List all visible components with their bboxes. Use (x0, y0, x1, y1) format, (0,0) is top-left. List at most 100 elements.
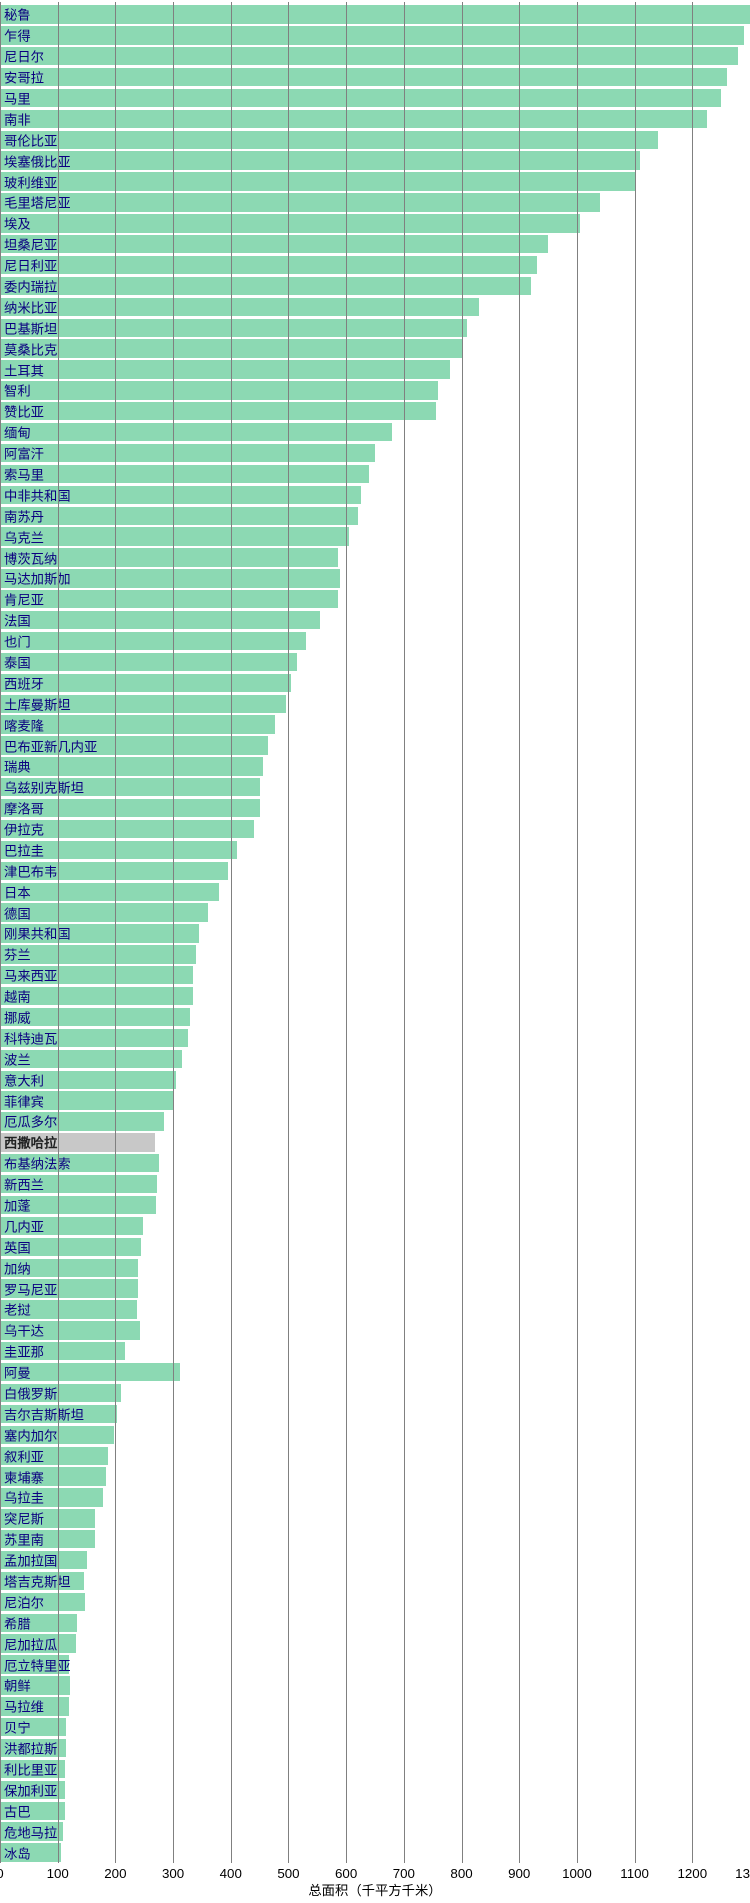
bar (0, 465, 369, 483)
bar-row: 加蓬 (0, 1196, 750, 1214)
bar (0, 1071, 176, 1089)
bar (0, 1614, 77, 1632)
bar (0, 1175, 157, 1193)
bar (0, 820, 254, 838)
bar (0, 924, 199, 942)
bar-row: 阿富汗 (0, 444, 750, 462)
bar (0, 590, 338, 608)
x-tick-label: 0 (0, 1866, 4, 1881)
x-tick-label: 100 (47, 1866, 69, 1881)
bar-row: 马来西亚 (0, 966, 750, 984)
bar (0, 444, 375, 462)
bar (0, 26, 744, 44)
bar (0, 423, 392, 441)
gridline (635, 2, 636, 1863)
x-tick-label: 800 (450, 1866, 472, 1881)
bar-row: 委内瑞拉 (0, 277, 750, 295)
bar-row: 法国 (0, 611, 750, 629)
bar-row: 孟加拉国 (0, 1551, 750, 1569)
bar (0, 381, 438, 399)
bar-row: 利比里亚 (0, 1760, 750, 1778)
bar (0, 151, 640, 169)
bar (0, 319, 467, 337)
bar-row: 尼加拉瓜 (0, 1634, 750, 1652)
bar-row: 喀麦隆 (0, 715, 750, 733)
bar-row: 缅甸 (0, 423, 750, 441)
x-tick-label: 1300 (735, 1866, 750, 1881)
bar-row: 吉尔吉斯斯坦 (0, 1405, 750, 1423)
bar-row: 古巴 (0, 1802, 750, 1820)
bar-row: 巴布亚新几内亚 (0, 736, 750, 754)
bar (0, 5, 750, 23)
bar-row: 秘鲁 (0, 5, 750, 23)
x-tick-label: 1000 (562, 1866, 592, 1881)
bar (0, 695, 286, 713)
bar (0, 172, 635, 190)
bar-row: 贝宁 (0, 1718, 750, 1736)
x-tick-label: 200 (104, 1866, 126, 1881)
plot-area: 秘鲁乍得尼日尔安哥拉马里南非哥伦比亚埃塞俄比亚玻利维亚毛里塔尼亚埃及坦桑尼亚尼日… (0, 0, 750, 1863)
bar (0, 1321, 140, 1339)
bar-row: 阿曼 (0, 1363, 750, 1381)
bar-row: 布基纳法索 (0, 1154, 750, 1172)
bar-row: 也门 (0, 632, 750, 650)
bar (0, 1029, 188, 1047)
bar-row: 索马里 (0, 465, 750, 483)
bar-row: 柬埔寨 (0, 1467, 750, 1485)
bar (0, 1363, 180, 1381)
bar-row: 赞比亚 (0, 402, 750, 420)
bar-row: 尼日利亚 (0, 256, 750, 274)
x-tick-label: 500 (277, 1866, 299, 1881)
gridline (288, 2, 289, 1863)
bar (0, 402, 436, 420)
bar-row: 菲律宾 (0, 1091, 750, 1109)
bar-row: 哥伦比亚 (0, 131, 750, 149)
bar-row: 博茨瓦纳 (0, 548, 750, 566)
x-tick-label: 300 (162, 1866, 184, 1881)
x-tick-label: 700 (393, 1866, 415, 1881)
bar-row: 南苏丹 (0, 507, 750, 525)
bar (0, 68, 727, 86)
bar-row: 西班牙 (0, 674, 750, 692)
bar-row: 巴基斯坦 (0, 319, 750, 337)
bar-row: 泰国 (0, 653, 750, 671)
bar-row: 苏里南 (0, 1530, 750, 1548)
bar-row: 乌干达 (0, 1321, 750, 1339)
gridline (346, 2, 347, 1863)
bar-row: 冰岛 (0, 1843, 750, 1861)
bar-row: 马拉维 (0, 1697, 750, 1715)
bar-row: 德国 (0, 903, 750, 921)
bar-row: 危地马拉 (0, 1822, 750, 1840)
bar-row: 毛里塔尼亚 (0, 193, 750, 211)
bar-row: 波兰 (0, 1050, 750, 1068)
bar-row: 坦桑尼亚 (0, 235, 750, 253)
bar-row: 英国 (0, 1238, 750, 1256)
bar (0, 1697, 69, 1715)
bar-row: 日本 (0, 883, 750, 901)
bar-row: 尼日尔 (0, 47, 750, 65)
bar (0, 527, 349, 545)
gridline (0, 2, 1, 1863)
x-tick-label: 1200 (677, 1866, 707, 1881)
bar-row: 意大利 (0, 1071, 750, 1089)
gridline (115, 2, 116, 1863)
bar (0, 1572, 84, 1590)
bar (0, 1634, 76, 1652)
bar-row: 挪威 (0, 1008, 750, 1026)
bar (0, 1802, 65, 1820)
bars-container: 秘鲁乍得尼日尔安哥拉马里南非哥伦比亚埃塞俄比亚玻利维亚毛里塔尼亚埃及坦桑尼亚尼日… (0, 0, 750, 1863)
bar-row: 伊拉克 (0, 820, 750, 838)
bar-row: 芬兰 (0, 945, 750, 963)
bar-row: 厄瓜多尔 (0, 1112, 750, 1130)
bar (0, 945, 196, 963)
bar-row: 圭亚那 (0, 1342, 750, 1360)
bar (0, 1551, 87, 1569)
gridline (173, 2, 174, 1863)
bar (0, 89, 721, 107)
bar (0, 507, 358, 525)
bar-row: 瑞典 (0, 757, 750, 775)
bar (0, 715, 275, 733)
bar (0, 1843, 61, 1861)
bar (0, 1238, 141, 1256)
horizontal-bar-chart: 秘鲁乍得尼日尔安哥拉马里南非哥伦比亚埃塞俄比亚玻利维亚毛里塔尼亚埃及坦桑尼亚尼日… (0, 0, 750, 1903)
